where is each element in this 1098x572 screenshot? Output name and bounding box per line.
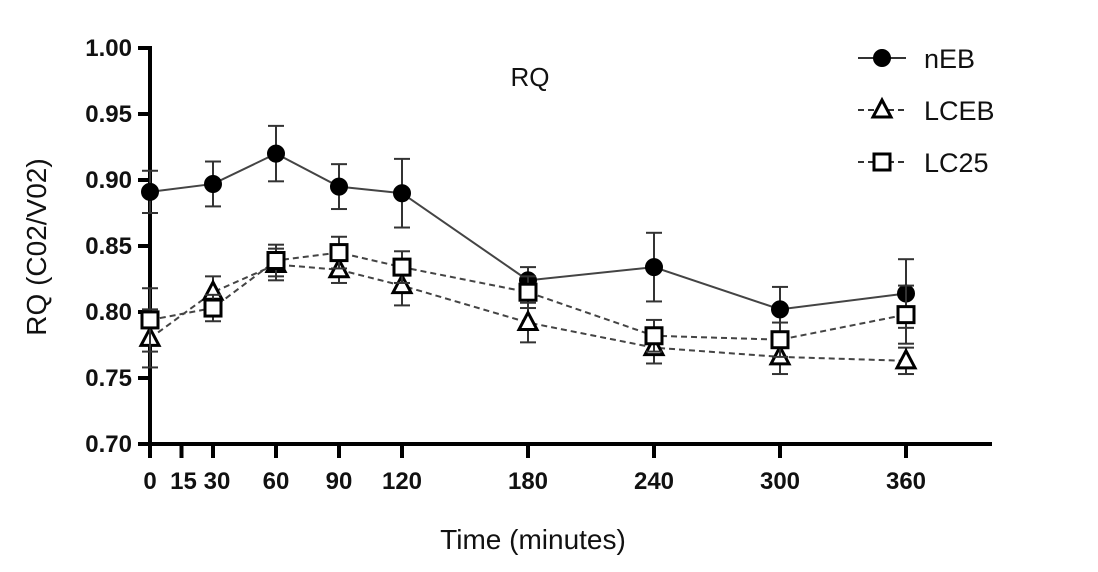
x-tick-label: 60 (263, 468, 290, 495)
y-tick-label: 0.95 (85, 101, 132, 128)
legend-label: LCEB (924, 96, 995, 126)
data-point (896, 305, 916, 325)
y-axis-title: RQ (C02/V02) (21, 158, 52, 335)
data-point (266, 251, 286, 271)
data-point (141, 182, 159, 201)
x-tick-label: 240 (634, 468, 674, 495)
data-point (771, 300, 789, 319)
series-LC25 (140, 235, 916, 358)
x-axis-title: Time (minutes) (440, 524, 626, 555)
data-point (894, 347, 918, 370)
legend-item-LCEB: LCEB (858, 96, 995, 126)
legend-item-LC25: LC25 (858, 148, 989, 178)
x-tick-label: 180 (508, 468, 548, 495)
y-tick-label: 0.70 (85, 431, 132, 458)
y-tick-label: 0.75 (85, 365, 132, 392)
data-point (393, 184, 411, 203)
series-layer (138, 124, 918, 376)
x-tick-label: 360 (886, 468, 926, 495)
x-tick-label: 30 (204, 468, 231, 495)
legend-marker (872, 152, 892, 172)
data-point (390, 272, 414, 295)
data-point (329, 243, 349, 263)
chart-title: RQ (511, 62, 550, 92)
data-point (140, 310, 160, 330)
x-tick-label: 300 (760, 468, 800, 495)
data-point (645, 258, 663, 277)
data-point (644, 326, 664, 346)
legend-marker (870, 96, 894, 119)
legend-label: nEB (924, 44, 975, 74)
x-tick-label: 90 (326, 468, 353, 495)
data-point (518, 282, 538, 302)
axes: 0.70 0.75 0.80 0.85 0.90 0.95 1.00 0 15 30 60 90 120… (85, 35, 992, 495)
legend-item-nEB: nEB (858, 44, 975, 74)
y-tick-label: 0.85 (85, 233, 132, 260)
data-point (330, 177, 348, 196)
x-tick-label: 120 (382, 468, 422, 495)
legend-marker (873, 49, 891, 67)
data-point (770, 330, 790, 350)
x-tick-label: 0 (143, 468, 156, 495)
data-point (204, 174, 222, 193)
data-point (267, 144, 285, 163)
legend: nEB LCEB LC25 (858, 44, 995, 178)
legend-label: LC25 (924, 148, 989, 178)
data-point (203, 298, 223, 318)
y-tick-label: 1.00 (85, 35, 132, 62)
data-point (516, 309, 540, 332)
y-tick-label: 0.90 (85, 167, 132, 194)
y-tick-label: 0.80 (85, 299, 132, 326)
x-tick-label: 15 (170, 468, 197, 495)
data-point (392, 257, 412, 277)
